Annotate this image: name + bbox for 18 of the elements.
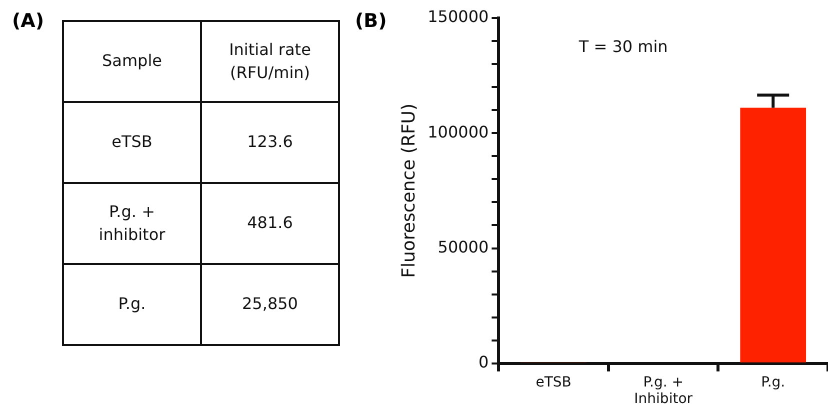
y-tick-label: 100000 — [428, 122, 489, 142]
y-axis-title: Fluorescence (RFU) — [398, 104, 420, 278]
annotation: T = 30 min — [578, 37, 668, 56]
text: 25,850 — [201, 264, 339, 345]
x-tick-label: P.g. + Inhibitor — [634, 374, 693, 408]
text: eTSB — [63, 102, 201, 183]
text: Sample — [63, 21, 201, 102]
text: (A) — [12, 10, 44, 32]
text: P.g. + inhibitor — [63, 183, 201, 264]
y-tick-label: 50000 — [438, 237, 489, 256]
x-tick-label: eTSB — [536, 374, 572, 390]
chart-title: (B) — [355, 10, 387, 32]
text: 481.6 — [201, 183, 339, 264]
x-tick-label: P.g. — [761, 374, 786, 390]
text: Initial rate (RFU/min) — [201, 21, 339, 102]
text: 123.6 — [201, 102, 339, 183]
y-tick-label: 150000 — [428, 7, 489, 26]
y-tick-label: 0 — [478, 352, 489, 372]
